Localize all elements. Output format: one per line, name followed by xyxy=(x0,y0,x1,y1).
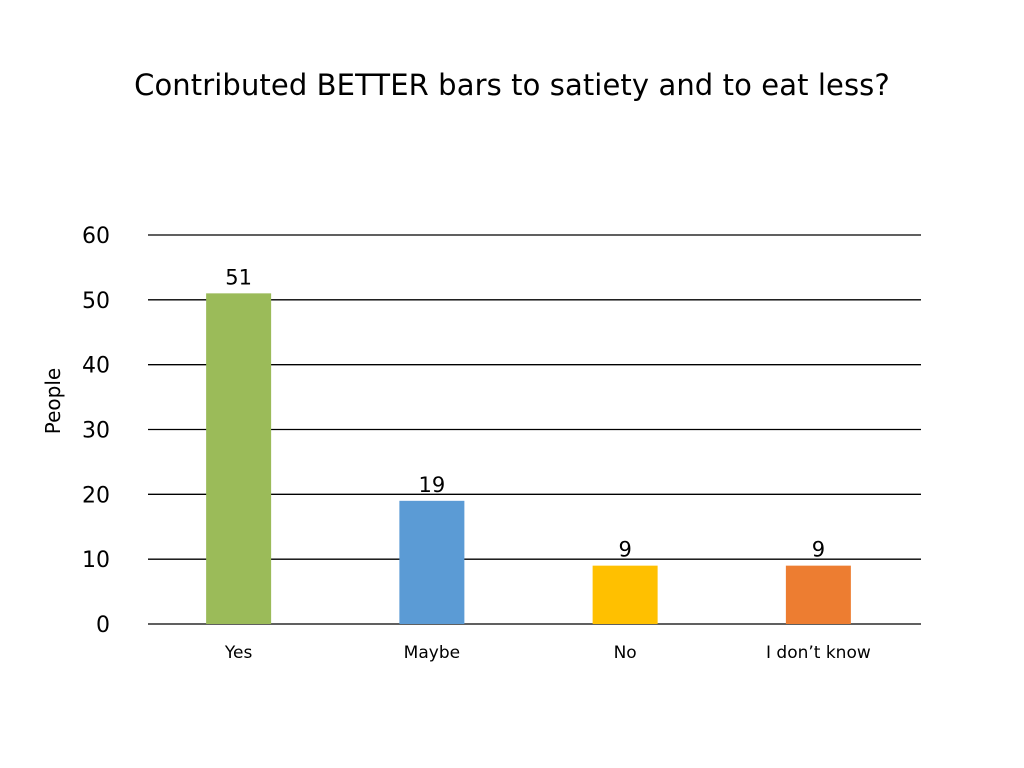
bars xyxy=(206,293,851,624)
data-label: 9 xyxy=(618,538,631,562)
y-tick-label: 40 xyxy=(82,354,110,379)
y-tick-label: 60 xyxy=(82,224,110,249)
x-axis-categories: Yes Maybe No I don’t know xyxy=(224,643,871,663)
y-axis-ticks: 0 10 20 30 40 50 60 xyxy=(82,224,110,638)
data-label: 9 xyxy=(812,538,825,562)
chart-title: Contributed BETTER bars to satiety and t… xyxy=(134,68,890,102)
bar xyxy=(785,565,851,624)
y-tick-label: 0 xyxy=(96,613,110,638)
data-label: 19 xyxy=(419,473,446,497)
bar xyxy=(592,565,658,624)
bar xyxy=(206,293,272,624)
y-tick-label: 30 xyxy=(82,419,110,444)
y-tick-label: 10 xyxy=(82,548,110,573)
gridlines xyxy=(148,234,921,625)
data-label: 51 xyxy=(225,265,252,289)
bar xyxy=(399,500,465,624)
y-axis-title: People xyxy=(41,368,65,434)
x-category-label: Maybe xyxy=(404,643,460,663)
y-tick-label: 20 xyxy=(82,483,110,508)
x-category-label: Yes xyxy=(224,643,253,663)
x-category-label: No xyxy=(614,643,637,663)
x-category-label: I don’t know xyxy=(766,643,871,663)
y-tick-label: 50 xyxy=(82,289,110,314)
data-labels: 51 19 9 9 xyxy=(225,265,825,561)
